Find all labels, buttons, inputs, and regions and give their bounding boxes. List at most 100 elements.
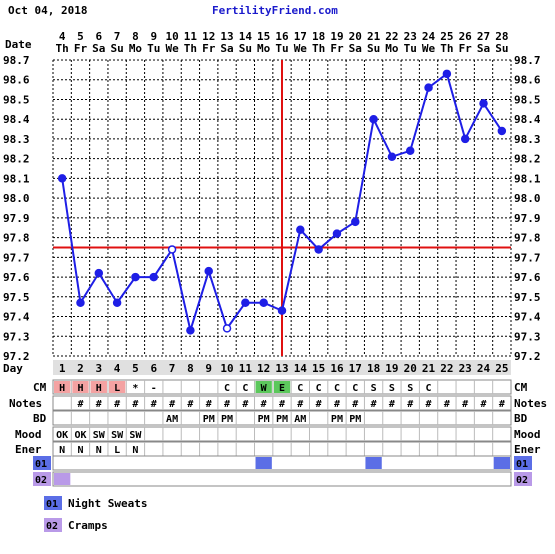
date-label: 18 <box>312 30 325 43</box>
temperature-point <box>186 326 195 335</box>
y-tick-left: 98.4 <box>3 113 30 126</box>
notes-value: # <box>132 399 138 410</box>
energy-value: N <box>77 445 83 456</box>
bd-value: PM <box>203 414 215 425</box>
day-label: 8 <box>187 362 194 375</box>
weekday-label: Sa <box>92 42 105 55</box>
temperature-point <box>442 69 452 79</box>
day-label: 14 <box>294 362 308 375</box>
temperature-point <box>277 306 287 315</box>
notes-value: # <box>462 399 468 410</box>
temperature-point <box>149 272 159 282</box>
day-label: 5 <box>132 362 139 375</box>
day-label: 15 <box>312 362 325 375</box>
weekday-label: Th <box>440 42 453 55</box>
temperature-point <box>222 324 232 333</box>
notes-row-label-right: Notes <box>514 397 547 410</box>
y-tick-left: 98.7 <box>3 54 30 67</box>
date-label: 19 <box>330 30 343 43</box>
day-label: 23 <box>459 362 472 375</box>
day-label: 11 <box>239 362 253 375</box>
day-label: 6 <box>150 362 157 375</box>
temperature-point <box>94 268 104 278</box>
legend-label: Cramps <box>68 519 108 532</box>
symptom-code-right: 02 <box>516 475 528 486</box>
day-label: 12 <box>257 362 270 375</box>
temperature-point <box>405 146 415 156</box>
date-label: 21 <box>367 30 381 43</box>
notes-value: # <box>261 399 267 410</box>
y-tick-right: 98.2 <box>514 153 541 166</box>
date-row-label: Date <box>5 38 32 51</box>
symptom-mark <box>365 457 382 469</box>
temperature-point <box>351 217 360 227</box>
legend-label: Night Sweats <box>68 497 147 510</box>
site-name[interactable]: FertilityFriend.com <box>212 4 338 17</box>
day-row-band <box>53 360 511 375</box>
cm-value: L <box>114 383 120 394</box>
cm-value: S <box>371 383 377 394</box>
y-tick-left: 97.5 <box>3 291 30 304</box>
temperature-point <box>314 245 323 254</box>
mood-row <box>52 426 512 442</box>
day-label: 2 <box>77 362 84 375</box>
date-label: 22 <box>385 30 398 43</box>
date-label: 7 <box>114 30 121 43</box>
temperature-point <box>204 266 213 276</box>
legend-code: 02 <box>46 521 58 532</box>
notes-value: # <box>297 399 303 410</box>
temperature-point <box>424 83 433 92</box>
cm-value: E <box>279 383 285 394</box>
mood-row-label-left: Mood <box>15 428 42 441</box>
energy-value: N <box>59 445 65 456</box>
y-tick-right: 97.7 <box>514 251 541 264</box>
day-label: 1 <box>59 362 66 375</box>
day-label: 3 <box>95 362 102 375</box>
weekday-label: Su <box>367 42 380 55</box>
cm-cell-fill <box>72 381 89 393</box>
notes-value: # <box>481 399 487 410</box>
notes-value: # <box>352 399 358 410</box>
bd-row-label-right: BD <box>514 412 528 425</box>
temperature-point <box>259 298 268 307</box>
mood-row-label-right: Mood <box>514 428 541 441</box>
temperature-point <box>76 298 85 307</box>
cm-cell-fill <box>273 381 291 393</box>
notes-value: # <box>316 399 322 410</box>
date-label: 6 <box>95 30 102 43</box>
weekday-label: Mo <box>257 42 271 55</box>
day-label: 13 <box>275 362 288 375</box>
energy-value: N <box>132 445 138 456</box>
symptom-code-left: 01 <box>35 459 47 470</box>
date-label: 15 <box>257 30 270 43</box>
legend-swatch <box>44 496 62 510</box>
y-tick-right: 98.0 <box>514 192 541 205</box>
date-label: 8 <box>132 30 139 43</box>
notes-value: # <box>114 399 120 410</box>
y-tick-left: 98.1 <box>3 172 30 185</box>
date-label: 10 <box>165 30 178 43</box>
y-tick-left: 98.5 <box>3 93 30 106</box>
day-label: 16 <box>330 362 344 375</box>
bd-value: PM <box>221 414 233 425</box>
legend-code: 01 <box>46 499 58 510</box>
date-label: 9 <box>150 30 157 43</box>
temperature-point <box>387 152 397 161</box>
cm-value: S <box>407 383 413 394</box>
weekday-label: Tu <box>404 42 417 55</box>
weekday-label: Th <box>312 42 325 55</box>
weekday-label: Su <box>110 42 123 55</box>
y-tick-right: 98.5 <box>514 93 541 106</box>
cm-value: C <box>426 383 432 394</box>
date-label: 11 <box>184 30 198 43</box>
symptom-mark <box>493 457 510 469</box>
symptom-code-box-right <box>514 456 532 470</box>
temperature-point <box>57 174 67 183</box>
date-label: 20 <box>349 30 362 43</box>
cm-value: C <box>334 383 340 394</box>
cm-value: W <box>261 383 268 394</box>
weekday-label: Tu <box>275 42 288 55</box>
y-tick-right: 97.9 <box>514 212 541 225</box>
cm-value: * <box>132 383 138 394</box>
